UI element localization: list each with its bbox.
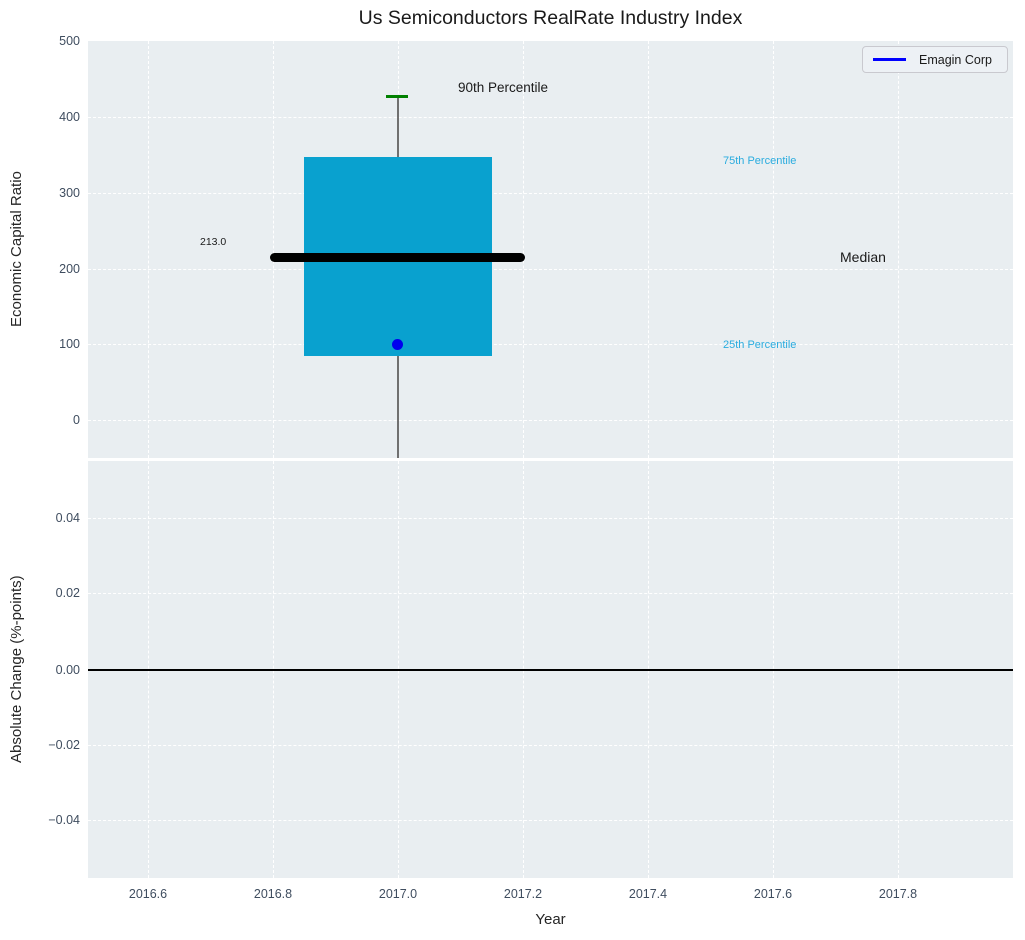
median-label: Median bbox=[840, 249, 886, 265]
x-tick-label: 2017.4 bbox=[628, 887, 668, 901]
y-tick-label: 400 bbox=[59, 110, 80, 124]
top-plot-area: 90th Percentile 75th Percentile Median 2… bbox=[88, 41, 1013, 458]
gridline-v bbox=[273, 41, 274, 458]
gridline-h bbox=[88, 420, 1013, 421]
p75-label: 75th Percentile bbox=[723, 155, 797, 167]
x-tick-label: 2016.8 bbox=[253, 887, 293, 901]
gridline-h bbox=[88, 820, 1013, 821]
y-tick-label: 200 bbox=[59, 262, 80, 276]
gridline-v bbox=[648, 41, 649, 458]
gridline-h bbox=[88, 193, 1013, 194]
legend: Emagin Corp bbox=[862, 46, 1008, 73]
gridline-h bbox=[88, 745, 1013, 746]
gridline-v bbox=[148, 41, 149, 458]
gridline-h bbox=[88, 344, 1013, 345]
gridline-h bbox=[88, 518, 1013, 519]
p90-label: 90th Percentile bbox=[458, 80, 549, 95]
gridline-v bbox=[523, 41, 524, 458]
gridline-v bbox=[898, 41, 899, 458]
gridline-h bbox=[88, 269, 1013, 270]
y-tick-label: 500 bbox=[59, 34, 80, 48]
y-tick-label: 0.00 bbox=[55, 663, 80, 677]
x-tick-label: 2016.6 bbox=[128, 887, 168, 901]
y-tick-label: −0.02 bbox=[48, 738, 80, 752]
x-tick-label: 2017.6 bbox=[753, 887, 793, 901]
legend-entry-label: Emagin Corp bbox=[919, 52, 992, 67]
y-tick-label: 300 bbox=[59, 186, 80, 200]
legend-line-swatch bbox=[873, 58, 906, 61]
bottom-plot-area bbox=[88, 461, 1013, 878]
p25-label: 25th Percentile bbox=[723, 339, 797, 351]
y-tick-label: 0 bbox=[73, 413, 80, 427]
gridline-v bbox=[773, 41, 774, 458]
p90-cap bbox=[386, 95, 408, 98]
emagin-corp-point bbox=[392, 339, 403, 350]
x-tick-label: 2017.0 bbox=[378, 887, 418, 901]
y-tick-label: 0.04 bbox=[55, 511, 80, 525]
x-tick-label: 2017.8 bbox=[878, 887, 918, 901]
top-y-axis-label: Economic Capital Ratio bbox=[8, 171, 25, 328]
median-value-label: 213.0 bbox=[200, 236, 227, 248]
chart-title: Us Semiconductors RealRate Industry Inde… bbox=[358, 7, 743, 29]
x-tick-label: 2017.2 bbox=[503, 887, 543, 901]
zero-line bbox=[88, 669, 1013, 671]
y-tick-label: 100 bbox=[59, 337, 80, 351]
median-line bbox=[270, 253, 525, 262]
y-tick-label: 0.02 bbox=[55, 586, 80, 600]
y-tick-label: −0.04 bbox=[48, 813, 80, 827]
gridline-h bbox=[88, 593, 1013, 594]
x-axis-label: Year bbox=[535, 911, 566, 928]
gridline-h bbox=[88, 117, 1013, 118]
